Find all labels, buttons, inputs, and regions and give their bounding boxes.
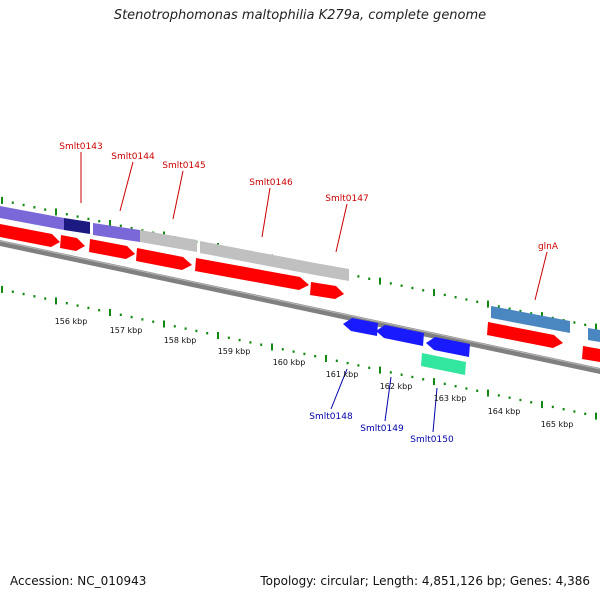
gene-label-forward: Smlt0145 [162,161,205,171]
gene-label-forward: Smlt0144 [111,152,155,162]
lower-tick-track [1,285,597,420]
genome-info-text: Topology: circular; Length: 4,851,126 bp… [260,574,590,588]
kbp-label: 165 kbp [541,420,574,429]
cds-arrow-reverse [376,325,424,346]
gene-label-forward: Smlt0147 [325,194,368,204]
gene-label-reverse: Smlt0148 [309,412,353,422]
blast-hit-bar [93,223,140,242]
map-title: Stenotrophomonas maltophilia K279a, comp… [113,8,487,23]
cds-arrow-forward [89,239,135,259]
gene-label-forward: Smlt0146 [249,178,293,188]
gene-label-leader [534,251,548,301]
kbp-label: 162 kbp [380,382,413,391]
gene-label-forward: Smlt0143 [59,142,102,152]
blast-hit-bar [64,218,90,234]
cds-arrow-forward [487,322,563,348]
gene-label-leader [330,368,348,410]
cds-arrow-forward [0,224,60,247]
gene-label-reverse: Smlt0149 [360,424,404,434]
kbp-label: 158 kbp [164,336,197,345]
kbp-label: 157 kbp [110,326,143,335]
cds-arrow-reverse [426,337,470,357]
kbp-label: 163 kbp [434,394,467,403]
kbp-label: 164 kbp [488,407,521,416]
blast-hit-bar [315,263,349,281]
blast-hit-bar [0,206,64,230]
cds-arrow-forward [310,282,344,299]
gene-label-leader [384,376,392,422]
blast-hit-bar [588,328,600,342]
cds-arrow-forward [60,235,85,251]
accession-text: Accession: NC_010943 [10,574,147,588]
kbp-label: 161 kbp [326,370,359,379]
cds-arrow-reverse [343,318,378,336]
blast-hit-bar [200,241,315,275]
blast-hit-bar [491,306,570,333]
kbp-label: 159 kbp [218,347,251,356]
cds-arrow-forward [136,248,192,270]
gene-label-leader [261,187,271,238]
cds-arrow-forward [195,258,309,290]
blast-hit-bar [140,230,197,252]
kbp-label: 156 kbp [55,317,88,326]
cds-arrow-forward [582,346,600,362]
gene-label-leader [119,161,134,212]
gene-label-forward: glnA [538,242,559,252]
gene-label-leader [432,387,438,433]
kbp-label: 160 kbp [273,358,306,367]
gene-label-leader [335,203,348,253]
blast-hit-bar-reverse [421,353,466,375]
gene-label-reverse: Smlt0150 [410,435,454,445]
gene-label-leader [172,170,184,220]
